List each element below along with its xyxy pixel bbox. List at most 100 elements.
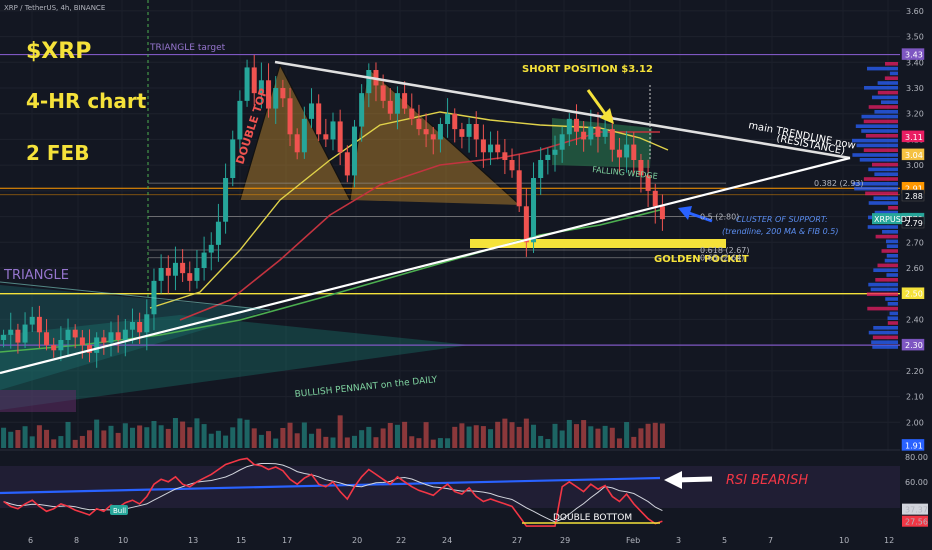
price-tick-label: 3.30 (906, 84, 924, 93)
price-tick-label: 2.10 (906, 393, 924, 402)
volume-bar (387, 422, 393, 448)
volume-bar (258, 434, 264, 448)
volume-bar (94, 419, 100, 448)
volume-bar (359, 430, 365, 448)
volume-bar (273, 438, 279, 448)
candle-body (230, 139, 236, 178)
time-tick-label: 5 (722, 536, 727, 545)
candle-body (129, 322, 135, 330)
candle-body (337, 121, 343, 153)
time-tick-label: 20 (352, 536, 362, 545)
volume-bar (294, 433, 300, 448)
volume-profile-bar (872, 162, 898, 167)
candle-body (8, 329, 14, 335)
volume-bar (631, 436, 637, 448)
volume-bar (488, 429, 494, 448)
volume-bar (552, 423, 558, 448)
price-tick-label: 2.40 (906, 315, 924, 324)
volume-bar (445, 438, 451, 448)
volume-bar (129, 427, 135, 448)
candle-body (1, 334, 7, 340)
candle-body (201, 252, 207, 268)
candle-body (659, 206, 665, 220)
candle-body (387, 100, 393, 114)
candle-body (595, 126, 601, 137)
volume-bar (230, 427, 236, 448)
price-badge-label: 3.43 (905, 51, 923, 60)
volume-bars (1, 415, 665, 448)
fib-level-label: 0.65 (2.64) (700, 254, 744, 263)
candle-body (502, 152, 508, 160)
price-levels (0, 53, 900, 346)
volume-profile-bar (852, 138, 898, 143)
price-badge-label: 3.04 (905, 151, 923, 160)
volume-profile-bar (880, 100, 898, 104)
candle-body (445, 113, 451, 124)
volume-bar (237, 418, 243, 448)
volume-profile-bar (861, 114, 898, 119)
volume-bar (309, 433, 315, 448)
candle-body (165, 268, 171, 276)
volume-bar (502, 418, 508, 448)
volume-bar (330, 437, 336, 448)
volume-bar (251, 428, 257, 448)
purple-zone (0, 390, 76, 412)
time-tick-label: 6 (28, 536, 33, 545)
candle-body (72, 329, 78, 338)
volume-profile-bar (877, 90, 898, 95)
volume-bar (194, 418, 200, 448)
candle-body (366, 70, 372, 94)
candle-body (36, 316, 42, 333)
candle-body (344, 152, 350, 176)
price-tick-label: 3.60 (906, 7, 924, 16)
candle-body (609, 129, 615, 150)
volume-profile-bar (885, 297, 898, 301)
candle-body (294, 134, 300, 153)
price-badges: 3.433.113.042.912.882.792.792.502.301.91… (872, 48, 925, 451)
volume-profile-bar (867, 225, 898, 229)
volume-bar (416, 438, 422, 448)
candle-body (545, 154, 551, 160)
volume-bar (115, 432, 121, 448)
volume-bar (8, 431, 14, 448)
candle-body (573, 118, 579, 132)
main-trendline-resistance (274, 60, 851, 160)
volume-profile-bar (886, 244, 898, 248)
volume-bar (172, 418, 178, 448)
volume-profile-bar (889, 71, 898, 76)
candle-body (645, 175, 651, 191)
candle-body (509, 160, 515, 171)
volume-bar (652, 422, 658, 448)
volume-profile-bar (886, 239, 898, 244)
candle-body (115, 332, 121, 340)
volume-profile-bar (863, 148, 898, 152)
candle-body (616, 149, 622, 158)
cluster-label-1: CLUSTER OF SUPPORT: (736, 215, 828, 224)
price-tick-label: 3.00 (906, 161, 924, 170)
candle-body (316, 103, 322, 135)
volume-profile-bar (859, 158, 898, 162)
volume-bar (287, 422, 293, 448)
short-position-arrow (586, 89, 614, 124)
candle-body (44, 332, 50, 346)
rsi-tick-label: 60.00 (905, 478, 928, 487)
candle-body (437, 124, 443, 140)
triangle-label: TRIANGLE (3, 268, 69, 283)
volume-bar (15, 430, 21, 448)
candle-body (466, 124, 472, 137)
rsi-axis: 80.00 60.00 37.37 27.56 (902, 453, 928, 527)
symbol-header: XRP / TetherUS, 4h, BINANCE (4, 4, 105, 12)
volume-profile-bar (861, 129, 898, 133)
fib-labels: 0.382 (2.93) 0.5 (2.80) 0.618 (2.67)0.65 (… (700, 179, 864, 263)
ticker-title: $XRP (26, 39, 91, 64)
candle-body (79, 337, 85, 346)
short-position-label: SHORT POSITION $3.12 (522, 64, 653, 75)
ma-100-line (179, 131, 660, 321)
candle-body (58, 340, 64, 351)
volume-bar (373, 437, 379, 448)
volume-bar (266, 431, 272, 448)
candle-body (180, 262, 186, 274)
svg-text:Bull: Bull (113, 507, 126, 515)
time-tick-label: 29 (560, 536, 570, 545)
